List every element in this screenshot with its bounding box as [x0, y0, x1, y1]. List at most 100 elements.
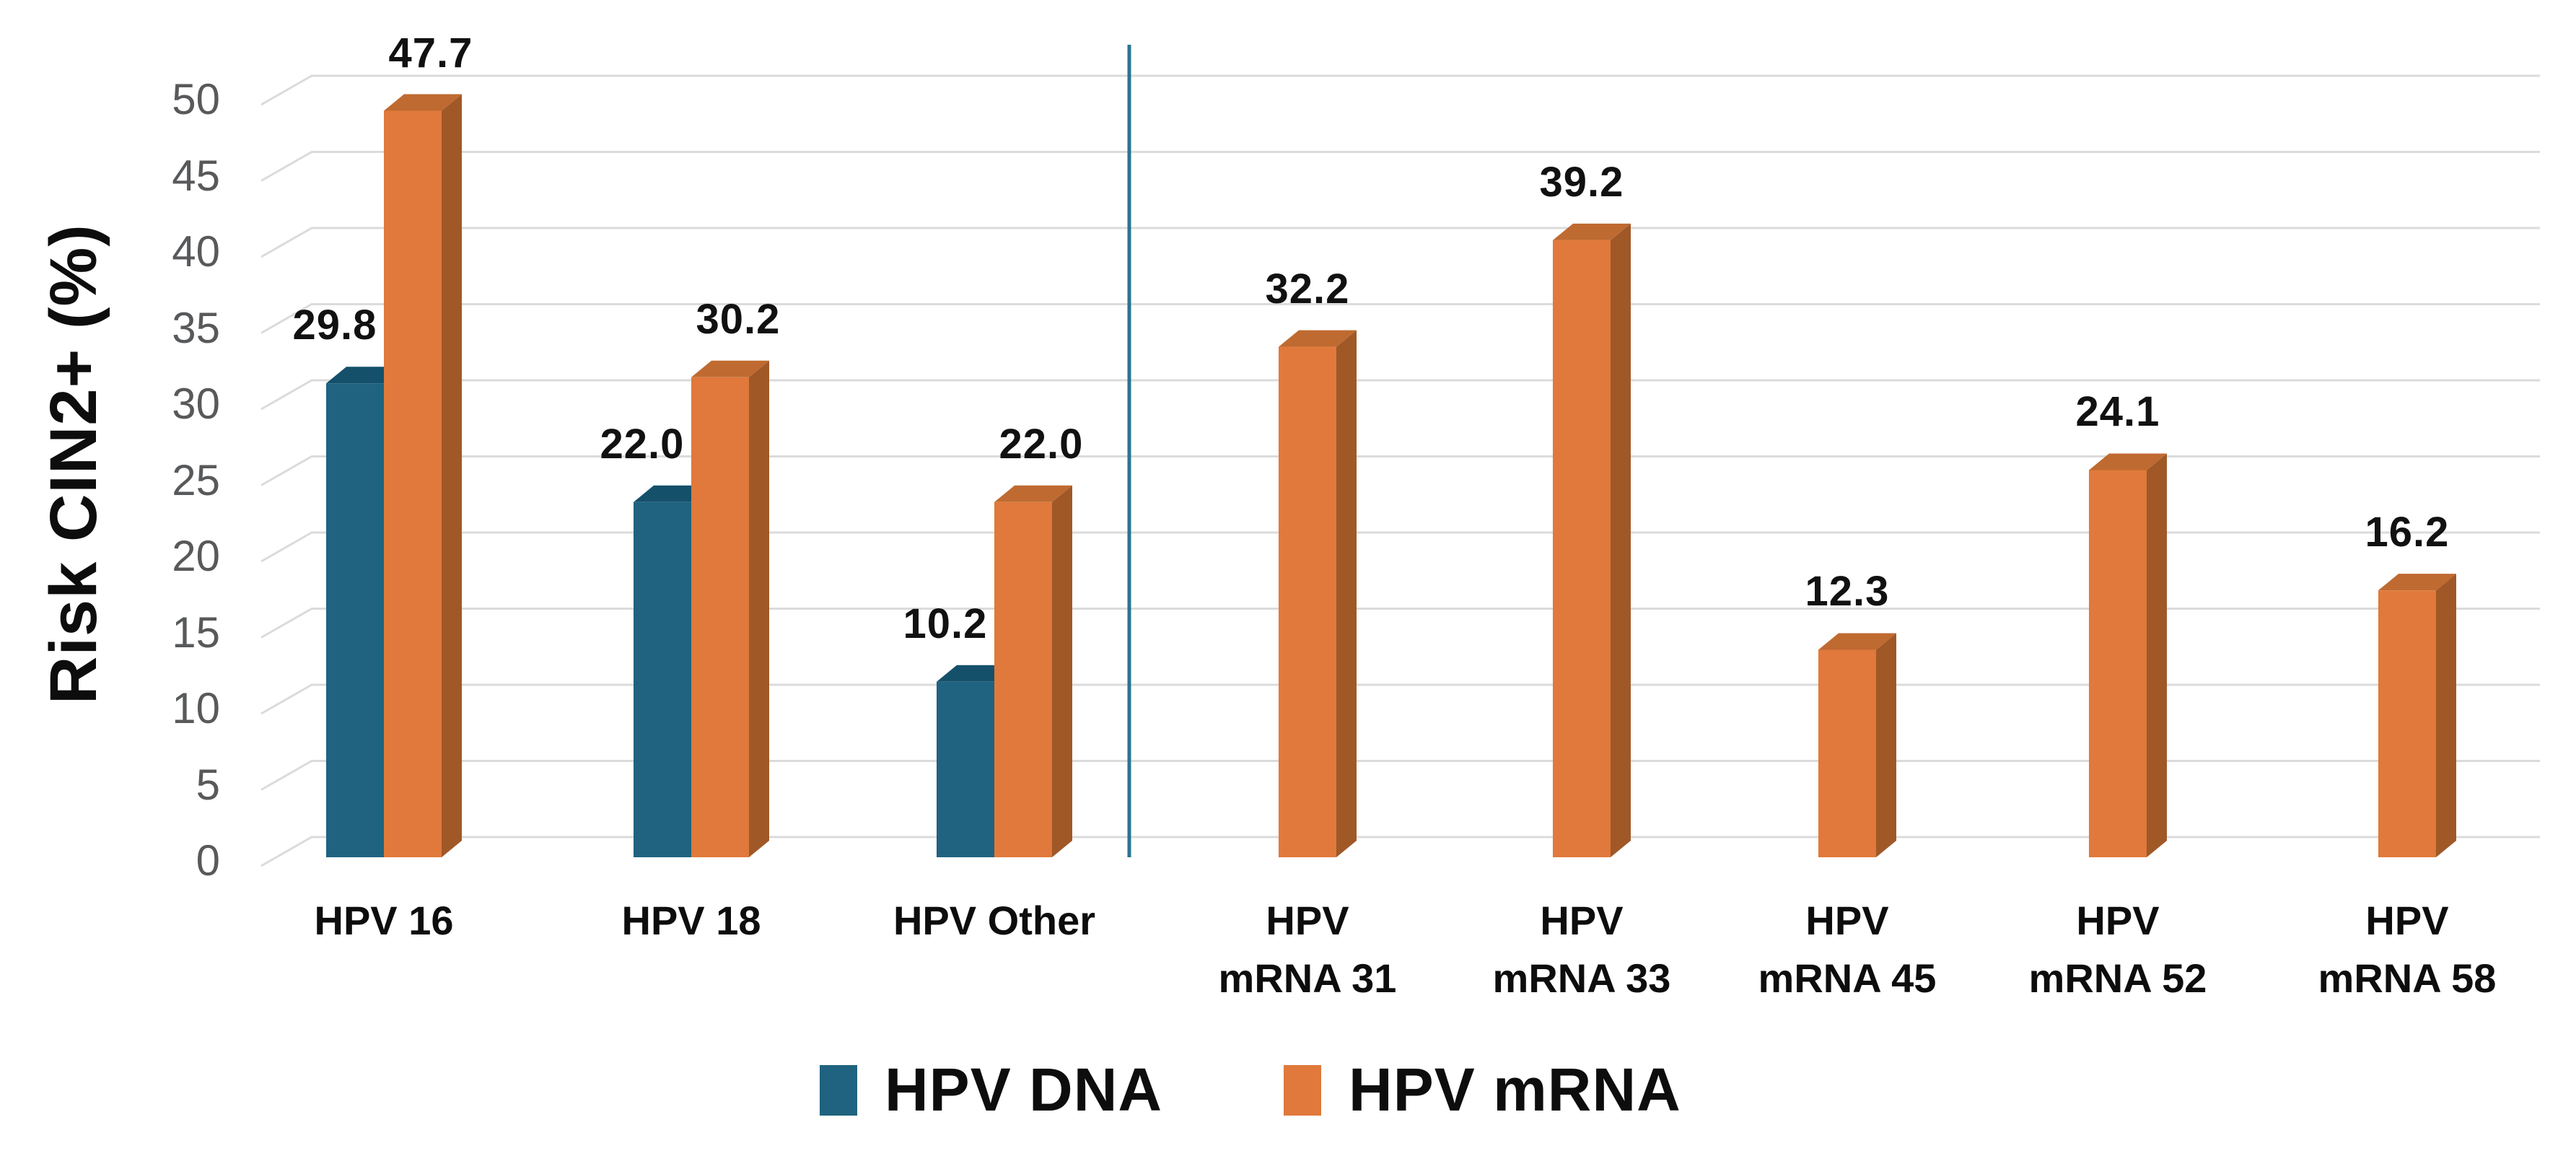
bar-top-face — [2089, 453, 2167, 470]
category-label-line: mRNA 58 — [2318, 955, 2497, 1001]
category-label-line: HPV — [1540, 898, 1624, 943]
category-label-hpv-16: HPV 16 — [218, 892, 550, 950]
data-label: 30.2 — [696, 295, 781, 343]
gridline-25 — [260, 455, 2540, 486]
legend-label-hpv-mrna: HPV mRNA — [1349, 1056, 1681, 1124]
category-label-line: HPV 18 — [621, 898, 761, 943]
bar-side-face — [2147, 453, 2167, 857]
category-label-line: HPV — [2365, 898, 2449, 943]
gridline-5 — [260, 760, 2540, 791]
bar-front-face — [634, 502, 691, 857]
bar-side-face — [442, 94, 462, 857]
bar-top-face — [1818, 633, 1896, 650]
y-axis-title: Risk CIN2+ (%) — [37, 224, 110, 704]
gridlines — [260, 74, 2540, 867]
y-tick-label-50: 50 — [172, 75, 220, 123]
bar-front-face — [2089, 470, 2147, 857]
bar-hpv-mrna-hpv-18 — [691, 360, 769, 857]
bar-hpv-mrna-hpv-mrna-31 — [1279, 330, 1357, 858]
legend-swatch-hpv-mrna — [1284, 1064, 1322, 1116]
gridline-50 — [260, 74, 2540, 106]
gridline-35 — [260, 303, 2540, 334]
category-label-line: HPV — [1805, 898, 1889, 943]
category-label-line: mRNA 31 — [1218, 955, 1397, 1001]
y-tick-label-25: 25 — [172, 455, 220, 504]
category-label-hpv-mrna-58: HPV mRNA 58 — [2241, 892, 2573, 1007]
bar-front-face — [994, 502, 1052, 857]
bar-series — [326, 94, 2456, 858]
data-label: 29.8 — [292, 302, 377, 349]
gridline-30 — [260, 379, 2540, 411]
data-label: 24.1 — [2075, 388, 2160, 436]
bar-side-face — [1611, 223, 1631, 857]
category-label-line: HPV Other — [893, 898, 1096, 943]
gridline-10 — [260, 683, 2540, 715]
bar-hpv-mrna-hpv-other — [994, 485, 1072, 857]
bar-front-face — [1553, 240, 1611, 857]
bar-front-face — [691, 377, 749, 857]
y-tick-label-20: 20 — [172, 532, 220, 580]
bar-front-face — [1279, 346, 1336, 858]
y-tick-label-30: 30 — [172, 380, 220, 428]
data-label: 16.2 — [2365, 509, 2450, 556]
bar-side-face — [2436, 574, 2456, 857]
bar-hpv-mrna-hpv-16 — [384, 94, 462, 857]
gridline-15 — [260, 608, 2540, 639]
category-label-line: mRNA 45 — [1758, 955, 1937, 1001]
category-label-hpv-mrna-31: HPV mRNA 31 — [1142, 892, 1473, 1007]
legend: HPV DNA HPV mRNA — [820, 1055, 1681, 1125]
data-label: 22.0 — [600, 420, 685, 468]
legend-label-hpv-dna: HPV DNA — [885, 1056, 1163, 1124]
bar-front-face — [384, 110, 442, 857]
y-tick-label-35: 35 — [172, 303, 220, 352]
bar-top-face — [1279, 330, 1357, 347]
bar-top-face — [691, 360, 769, 377]
y-tick-label-15: 15 — [172, 608, 220, 657]
category-label-line: mRNA 33 — [1492, 955, 1671, 1001]
bar-side-face — [1876, 633, 1896, 857]
category-label-hpv-mrna-33: HPV mRNA 33 — [1416, 892, 1748, 1007]
category-label-hpv-18: HPV 18 — [525, 892, 857, 950]
bar-top-face — [1553, 223, 1631, 240]
bar-side-face — [1052, 485, 1072, 857]
bar-side-face — [749, 360, 769, 857]
data-label: 22.0 — [999, 420, 1084, 468]
gridline-20 — [260, 531, 2540, 563]
category-label-line: HPV — [2076, 898, 2160, 943]
bar-hpv-mrna-hpv-mrna-45 — [1818, 633, 1896, 857]
category-label-hpv-mrna-45: HPV mRNA 45 — [1681, 892, 2013, 1007]
bar-front-face — [2378, 590, 2436, 857]
bar-side-face — [1336, 330, 1357, 858]
legend-item-hpv-dna: HPV DNA — [820, 1055, 1162, 1125]
category-label-hpv-other: HPV Other — [828, 892, 1160, 950]
bar-front-face — [1818, 649, 1876, 857]
y-tick-label-45: 45 — [172, 151, 220, 200]
gridline-40 — [260, 227, 2540, 258]
gridline-0 — [260, 836, 2540, 867]
data-label: 10.2 — [903, 600, 988, 647]
bar-top-face — [994, 485, 1072, 502]
bar-front-face — [937, 681, 994, 857]
gridline-45 — [260, 151, 2540, 182]
category-label-line: HPV 16 — [314, 898, 454, 943]
data-label: 12.3 — [1805, 568, 1890, 616]
bar-top-face — [2378, 574, 2456, 591]
y-tick-label-0: 0 — [196, 836, 220, 885]
legend-item-hpv-mrna: HPV mRNA — [1284, 1055, 1681, 1125]
y-tick-label-10: 10 — [172, 684, 220, 732]
category-label-line: mRNA 52 — [2028, 955, 2207, 1001]
category-label-line: HPV — [1266, 898, 1349, 943]
y-tick-label-5: 5 — [196, 760, 220, 809]
bar-hpv-mrna-hpv-mrna-58 — [2378, 574, 2456, 857]
category-label-hpv-mrna-52: HPV mRNA 52 — [1952, 892, 2284, 1007]
data-label: 32.2 — [1265, 265, 1350, 312]
bar-top-face — [384, 94, 462, 111]
legend-swatch-hpv-dna — [820, 1064, 857, 1116]
bar-hpv-mrna-hpv-mrna-33 — [1553, 223, 1631, 857]
bar-front-face — [326, 383, 384, 857]
data-label: 47.7 — [388, 29, 473, 76]
bar-hpv-mrna-hpv-mrna-52 — [2089, 453, 2167, 857]
